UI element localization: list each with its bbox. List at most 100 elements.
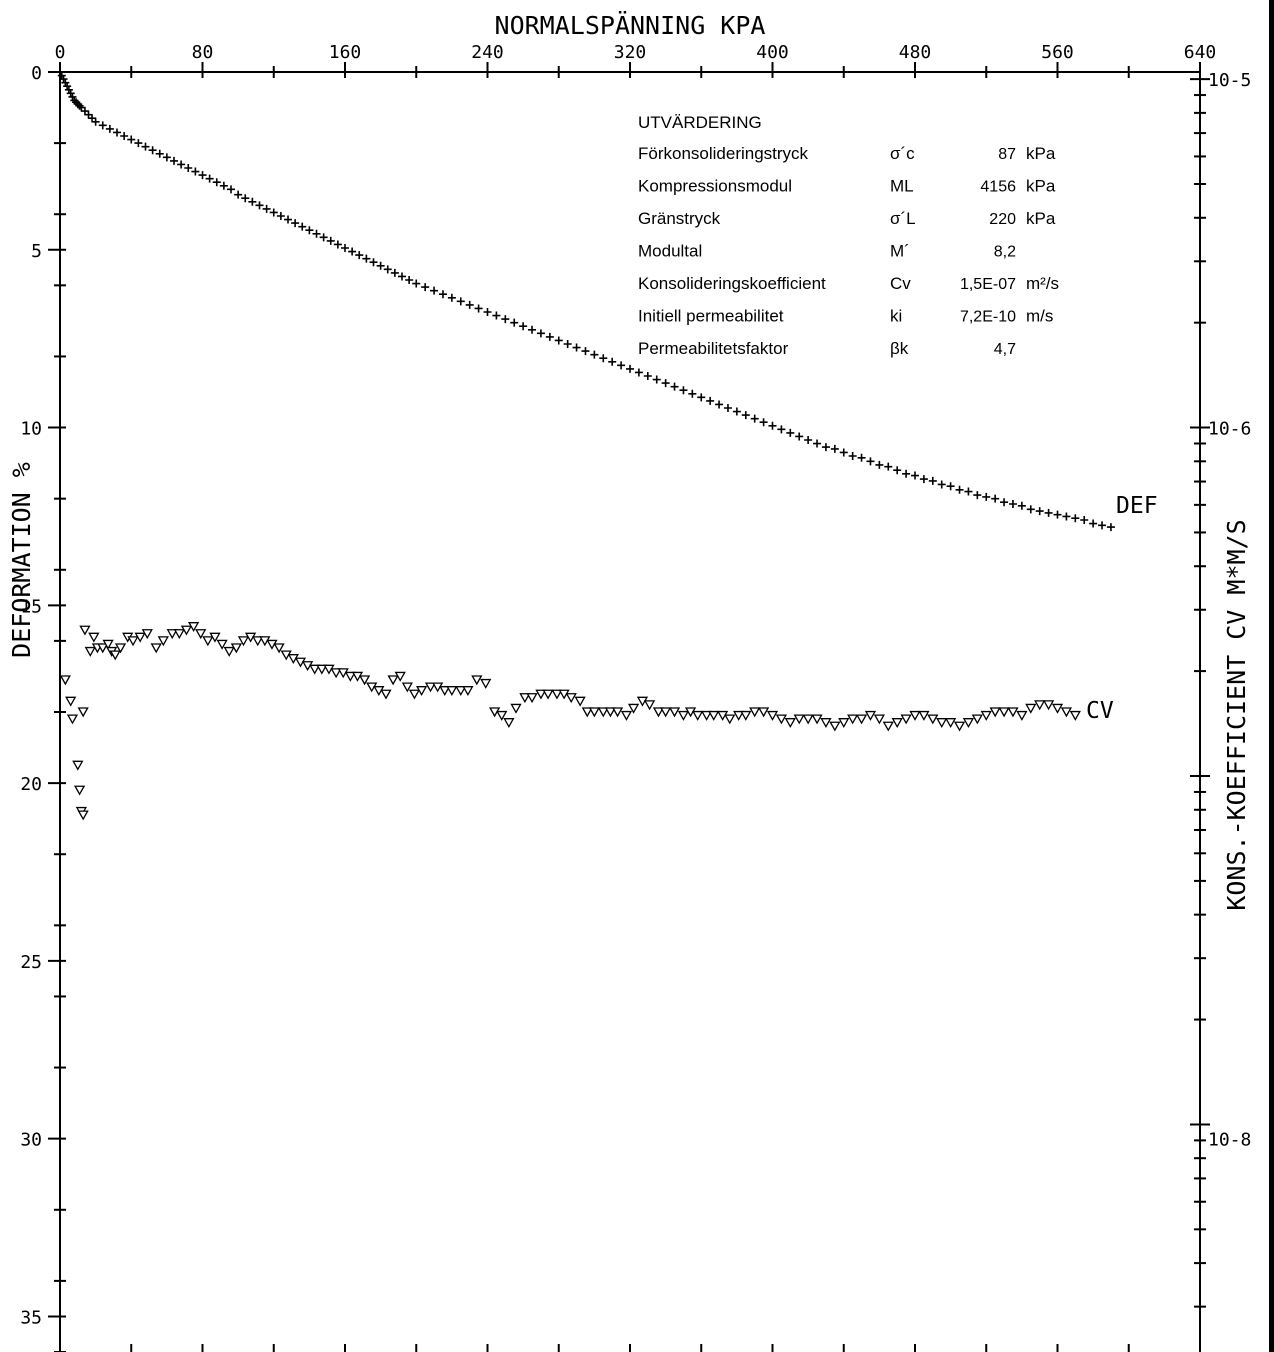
cv-point [909, 710, 921, 721]
evaluation-row-value: 7,2E-10 [960, 309, 1016, 326]
def-point [590, 350, 599, 359]
cv-point [150, 643, 162, 654]
evaluation-row-symbol: ML [890, 177, 914, 196]
cv-point [784, 718, 796, 728]
def-point [127, 135, 136, 144]
page-right-border [1269, 0, 1274, 1352]
def-point [57, 71, 66, 80]
def-point [412, 279, 421, 288]
evaluation-row-value: 220 [989, 211, 1016, 228]
def-point [241, 194, 250, 203]
cv-point [344, 671, 356, 682]
def-series [56, 68, 1115, 532]
def-point [262, 204, 271, 213]
def-point [105, 124, 114, 133]
def-point [234, 190, 243, 199]
evaluation-row-value: 4156 [980, 179, 1016, 196]
cv-point [216, 639, 228, 650]
def-point [198, 171, 207, 180]
top-axis-tick-label: 640 [1184, 42, 1217, 63]
cv-point [740, 710, 752, 721]
def-point [813, 439, 822, 448]
top-axis-tick-label: 160 [329, 42, 362, 63]
def-point [305, 226, 314, 235]
def-point [1062, 512, 1071, 521]
cv-point [102, 639, 114, 650]
cv-point [446, 686, 458, 696]
cv-point [838, 718, 850, 728]
def-point [919, 475, 928, 484]
def-series-label: DEF [1116, 493, 1158, 519]
cv-point [962, 718, 975, 728]
def-point [599, 354, 608, 363]
def-point [390, 268, 399, 277]
cv-point [72, 760, 84, 771]
def-point [113, 128, 121, 137]
evaluation-row-name: Förkonsolideringstryck [638, 144, 809, 163]
cv-point [936, 718, 948, 728]
def-point [875, 460, 884, 469]
evaluation-row-name: Kompressionsmodul [638, 177, 792, 196]
def-point [777, 425, 786, 434]
def-point [355, 251, 364, 260]
cv-point [84, 646, 96, 657]
evaluation-row-unit: m/s [1026, 307, 1053, 326]
def-point [955, 485, 964, 494]
def-point [430, 286, 439, 295]
def-point [465, 300, 474, 309]
def-point [536, 329, 545, 338]
def-point [857, 453, 866, 462]
cv-point [980, 710, 992, 721]
def-point [447, 293, 456, 302]
top-axis-tick-label: 480 [899, 42, 932, 63]
right-axis-ticks: 10-5 10-6 10-8 [1190, 70, 1251, 1308]
def-point [528, 325, 537, 334]
def-point [255, 201, 264, 210]
def-point [68, 92, 77, 101]
cv-point [766, 710, 779, 721]
cv-point [724, 714, 736, 725]
def-point [848, 452, 857, 460]
cv-point [401, 682, 413, 693]
cv-point [424, 682, 437, 693]
cv-point [604, 707, 617, 718]
cv-point [793, 714, 805, 725]
cv-point [79, 625, 91, 636]
def-point [545, 332, 554, 341]
cv-point [611, 707, 624, 718]
def-point [1098, 521, 1107, 530]
def-point [66, 89, 75, 98]
cv-point [380, 689, 392, 700]
right-axis-label: KONS.-KOEFFICIENT CV M*M/S [1222, 519, 1251, 910]
cv-point [749, 707, 761, 718]
def-point [148, 146, 157, 155]
def-point [973, 491, 982, 500]
def-point [982, 492, 991, 501]
left-axis-tick-label: 10 [20, 419, 42, 440]
cv-point [77, 810, 89, 821]
top-axis-ticks: 0 80 160 240 320 400 480 560 640 [55, 42, 1217, 78]
left-axis-tick-label: 15 [20, 596, 42, 617]
cv-point [462, 686, 474, 696]
def-point [362, 254, 371, 263]
def-point [64, 85, 73, 94]
def-point [839, 448, 848, 457]
def-point [946, 482, 955, 491]
right-axis-tick-label: 10-8 [1208, 1130, 1251, 1151]
cv-point [900, 714, 912, 725]
evaluation-row-name: Gränstryck [638, 209, 721, 228]
def-point [98, 121, 107, 130]
cv-point [864, 710, 877, 721]
def-point [227, 185, 235, 194]
def-point [991, 494, 1000, 503]
def-point [661, 379, 670, 388]
def-point [438, 290, 447, 299]
evaluation-row-unit: kPa [1026, 209, 1056, 228]
cv-point [209, 632, 221, 643]
def-point [697, 393, 706, 402]
def-point [492, 311, 501, 320]
evaluation-row-symbol: Cv [890, 274, 911, 293]
def-point [866, 457, 875, 466]
cv-point [643, 700, 656, 711]
def-point [1089, 519, 1098, 528]
